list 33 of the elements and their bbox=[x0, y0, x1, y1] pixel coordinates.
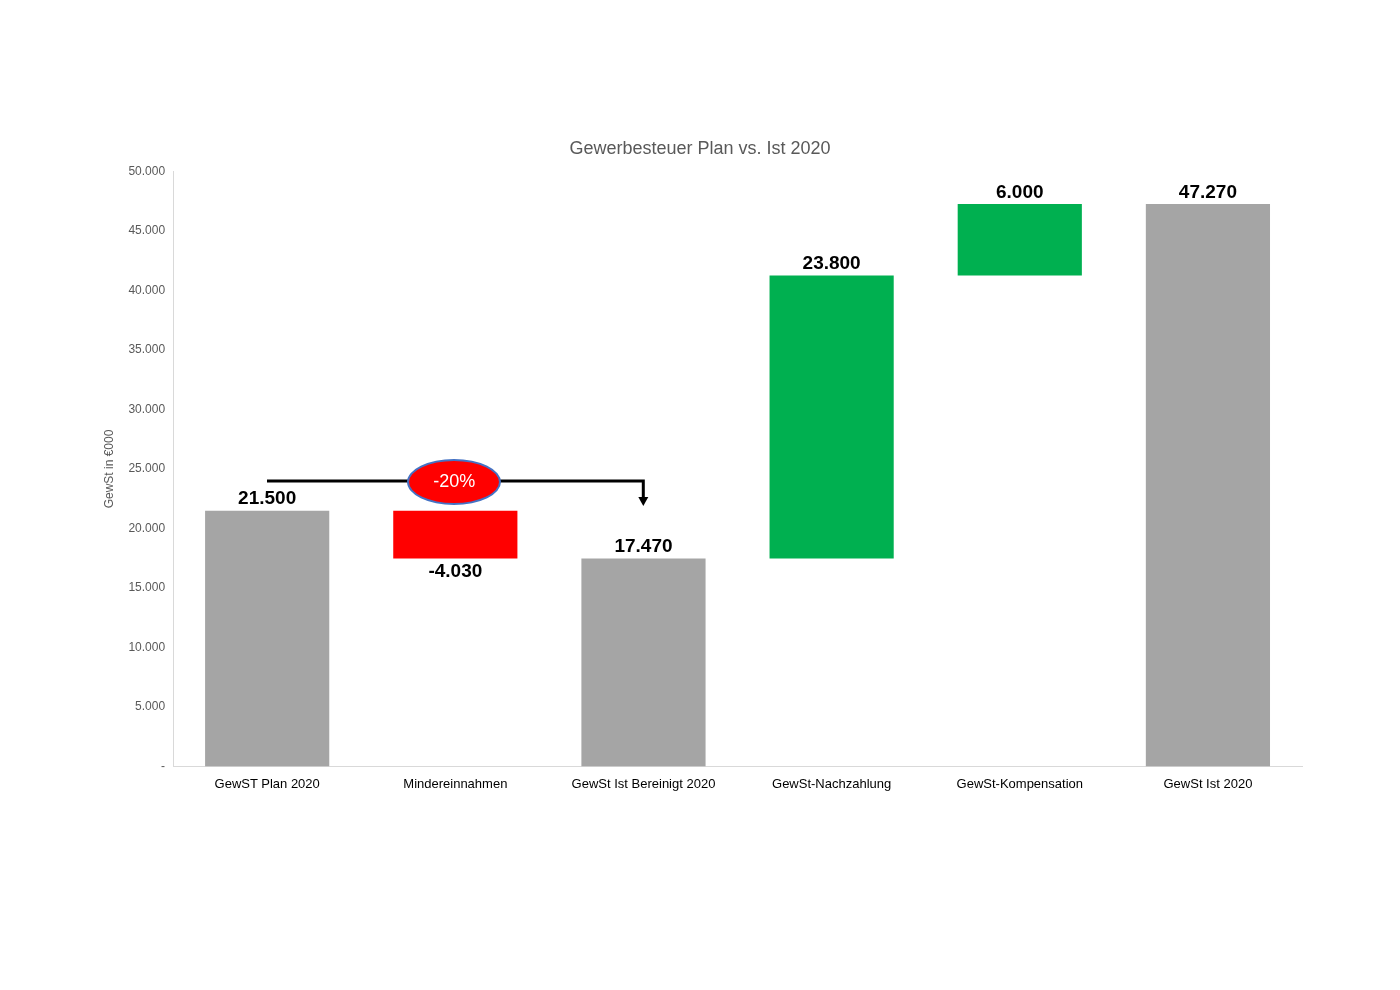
y-tick-label: - bbox=[161, 758, 166, 773]
y-tick-label: 20.000 bbox=[128, 520, 166, 535]
data-label: 47.270 bbox=[1178, 180, 1237, 202]
y-tick-label: 45.000 bbox=[128, 223, 166, 238]
y-tick-label: 15.000 bbox=[128, 580, 166, 595]
annotation: -20% bbox=[433, 471, 476, 493]
y-tick-label: 30.000 bbox=[128, 401, 166, 416]
oval-badge: -20% bbox=[407, 458, 502, 505]
y-tick-label: 10.000 bbox=[128, 639, 166, 654]
chart-title: Gewerbesteuer Plan vs. Ist 2020 bbox=[569, 137, 831, 158]
bar bbox=[205, 510, 330, 767]
bar bbox=[769, 275, 894, 559]
x-tick-label: GewSt-Nachzahlung bbox=[772, 775, 892, 791]
y-tick-label: 5.000 bbox=[135, 699, 166, 714]
y-axis-title: GewSt in €000 bbox=[101, 429, 116, 509]
bar bbox=[581, 558, 706, 767]
y-tick-label: 50.000 bbox=[128, 163, 166, 178]
data-label: 6.000 bbox=[996, 180, 1044, 202]
data-label: 23.800 bbox=[802, 252, 861, 274]
data-label: 17.470 bbox=[614, 535, 673, 557]
bar bbox=[1145, 204, 1271, 767]
bar bbox=[393, 510, 518, 559]
x-tick-label: GewSt Ist 2020 bbox=[1163, 775, 1253, 791]
y-tick-label: 25.000 bbox=[128, 461, 166, 476]
data-label: 21.500 bbox=[238, 487, 297, 509]
y-tick-label: 35.000 bbox=[128, 342, 166, 357]
y-tick-label: 40.000 bbox=[128, 282, 166, 297]
data-label: -4.030 bbox=[428, 560, 483, 582]
bar bbox=[957, 204, 1082, 276]
x-tick-label: GewST Plan 2020 bbox=[214, 775, 320, 791]
x-tick-label: GewSt-Kompensation bbox=[956, 775, 1083, 791]
x-tick-label: Mindereinnahmen bbox=[403, 775, 508, 791]
x-tick-label: GewSt Ist Bereinigt 2020 bbox=[571, 775, 716, 791]
